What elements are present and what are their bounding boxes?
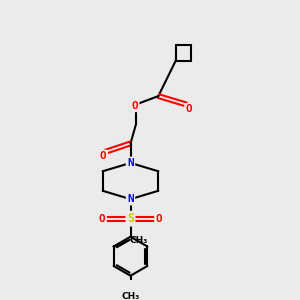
Text: S: S [127, 212, 134, 225]
Text: O: O [155, 214, 162, 224]
Text: O: O [186, 104, 192, 115]
Text: O: O [99, 214, 106, 224]
Text: O: O [100, 151, 106, 161]
Text: O: O [131, 101, 138, 111]
Text: CH₃: CH₃ [122, 292, 140, 300]
Text: CH₃: CH₃ [130, 236, 148, 245]
Text: N: N [127, 194, 134, 204]
Text: N: N [127, 158, 134, 168]
